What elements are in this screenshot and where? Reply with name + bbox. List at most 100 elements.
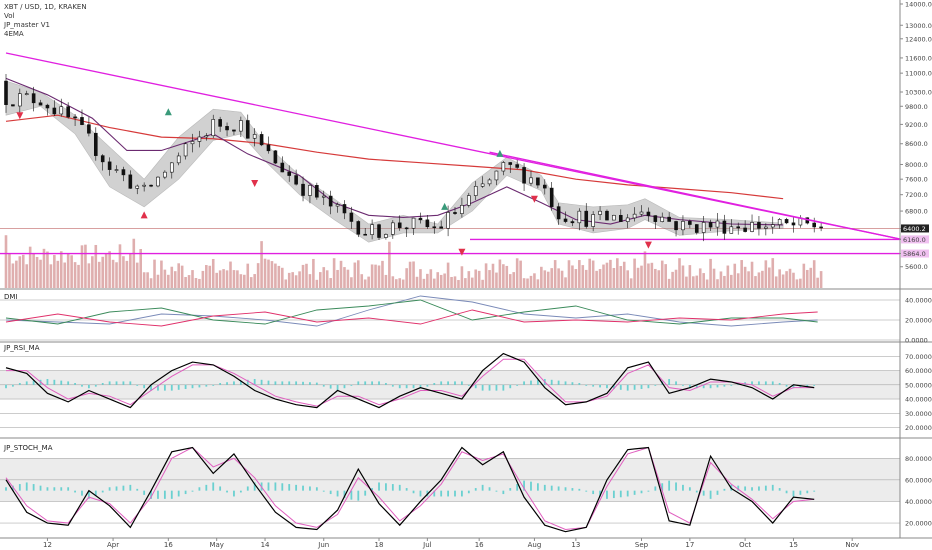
volume-bar — [70, 255, 73, 288]
volume-bar — [778, 269, 781, 288]
oscillator-tick-label: 40.0000 — [905, 297, 932, 305]
volume-bar — [191, 270, 194, 288]
histogram-bar — [163, 490, 166, 499]
histogram-bar — [550, 379, 553, 385]
volume-bar — [167, 274, 170, 288]
histogram-bar — [758, 486, 760, 491]
candle-down — [280, 162, 285, 173]
histogram-bar — [12, 384, 14, 387]
stoch-line — [5, 446, 815, 533]
histogram-bar — [364, 490, 367, 496]
volume-bar — [584, 269, 588, 288]
price-tick-label: 9200.0 — [905, 121, 928, 129]
histogram-bar — [157, 490, 159, 499]
stoch-pane[interactable]: 80.0000 60.0000 40.0000 20.0000 — [0, 446, 932, 533]
histogram-bar — [702, 384, 705, 389]
candle-up — [18, 93, 22, 107]
volume-bar — [723, 275, 726, 288]
histogram-bar — [170, 490, 173, 499]
volume-bar — [160, 260, 163, 288]
volume-bar — [553, 260, 557, 288]
candle-down — [301, 183, 305, 196]
volume-bar — [533, 273, 536, 288]
volume-bar — [301, 264, 305, 288]
candle-up — [59, 106, 64, 115]
volume-bar — [149, 278, 153, 288]
volume-bar — [263, 258, 267, 288]
volume-bar — [785, 271, 788, 288]
time-tick-label: Jun — [317, 541, 329, 549]
volume-bar — [571, 265, 574, 288]
histogram-bar — [578, 488, 581, 491]
volume-bar — [101, 256, 105, 288]
histogram-bar — [688, 384, 691, 389]
histogram-bar — [115, 486, 118, 491]
histogram-bar — [675, 381, 677, 385]
candle-down — [570, 221, 575, 224]
volume-bar — [249, 277, 253, 288]
histogram-bar — [46, 487, 49, 491]
histogram-bar — [661, 483, 664, 491]
time-axis[interactable]: 12 Apr 16 May 14 Jun 18 Jul 16 Aug 13 Sep 17 Oct 15 Nov — [43, 538, 859, 549]
histogram-bar — [122, 485, 125, 491]
candle-up — [770, 224, 775, 228]
candle-up — [701, 222, 706, 233]
histogram-bar — [157, 384, 159, 391]
price-tick-label: 11000.0 — [905, 70, 932, 78]
volume-bar — [564, 277, 567, 288]
volume-bar — [712, 268, 716, 288]
histogram-bar — [509, 384, 512, 389]
volume-bar — [243, 274, 246, 288]
time-tick-label: Aug — [528, 541, 542, 549]
histogram-bar — [633, 384, 636, 390]
histogram-bar — [81, 490, 83, 496]
histogram-bar — [295, 484, 298, 491]
volume-bar — [222, 269, 225, 288]
oscillator-tick-label: 40.0000 — [905, 498, 932, 506]
volume-bar — [750, 261, 754, 288]
candle-down — [66, 106, 70, 118]
price-axis[interactable]: 14000.0 13000.0 12400.0 11600.0 11000.0 10300… — [899, 0, 932, 538]
histogram-bar — [60, 380, 63, 385]
candle-down — [315, 185, 319, 198]
volume-bar — [346, 269, 350, 288]
volume-bar — [312, 258, 315, 288]
histogram-bar — [806, 384, 809, 387]
volume-bar — [374, 264, 377, 288]
candle-up — [681, 221, 685, 231]
dmi-pane[interactable]: 40.0000 20.0000 0.0000 — [0, 295, 932, 345]
volume-bar — [80, 245, 84, 288]
histogram-bar — [129, 381, 132, 385]
volume-bar — [629, 278, 633, 288]
histogram-bar — [640, 384, 643, 390]
histogram-bar — [723, 384, 726, 387]
histogram-bar — [170, 384, 173, 391]
histogram-bar — [495, 490, 498, 492]
volume-bar — [502, 264, 505, 288]
volume-bar — [598, 269, 602, 288]
volume-bar — [439, 274, 443, 288]
histogram-bar — [198, 487, 201, 491]
price-pane[interactable] — [0, 52, 932, 539]
candle-down — [266, 144, 271, 152]
volume-bar — [816, 277, 819, 288]
candle-up — [163, 171, 167, 178]
candle-up — [411, 217, 416, 229]
volume-bar — [215, 272, 218, 288]
volume-bar — [419, 269, 422, 288]
trendline — [489, 151, 905, 241]
volume-bar — [515, 258, 519, 288]
volume-bar — [381, 260, 384, 288]
support-label: 5864.0 — [903, 250, 926, 258]
candle-down — [31, 93, 36, 104]
histogram-bar — [626, 490, 629, 497]
volume-bar — [236, 270, 239, 288]
volume-bar — [343, 267, 346, 288]
histogram-bar — [226, 382, 228, 385]
rsi-pane[interactable]: 70.0000 60.0000 50.0000 40.0000 30.0000 20.00… — [0, 352, 932, 432]
histogram-bar — [771, 381, 774, 385]
histogram-bar — [143, 384, 146, 389]
histogram-bar — [654, 384, 657, 386]
histogram-bar — [481, 484, 484, 491]
histogram-bar — [764, 485, 767, 491]
